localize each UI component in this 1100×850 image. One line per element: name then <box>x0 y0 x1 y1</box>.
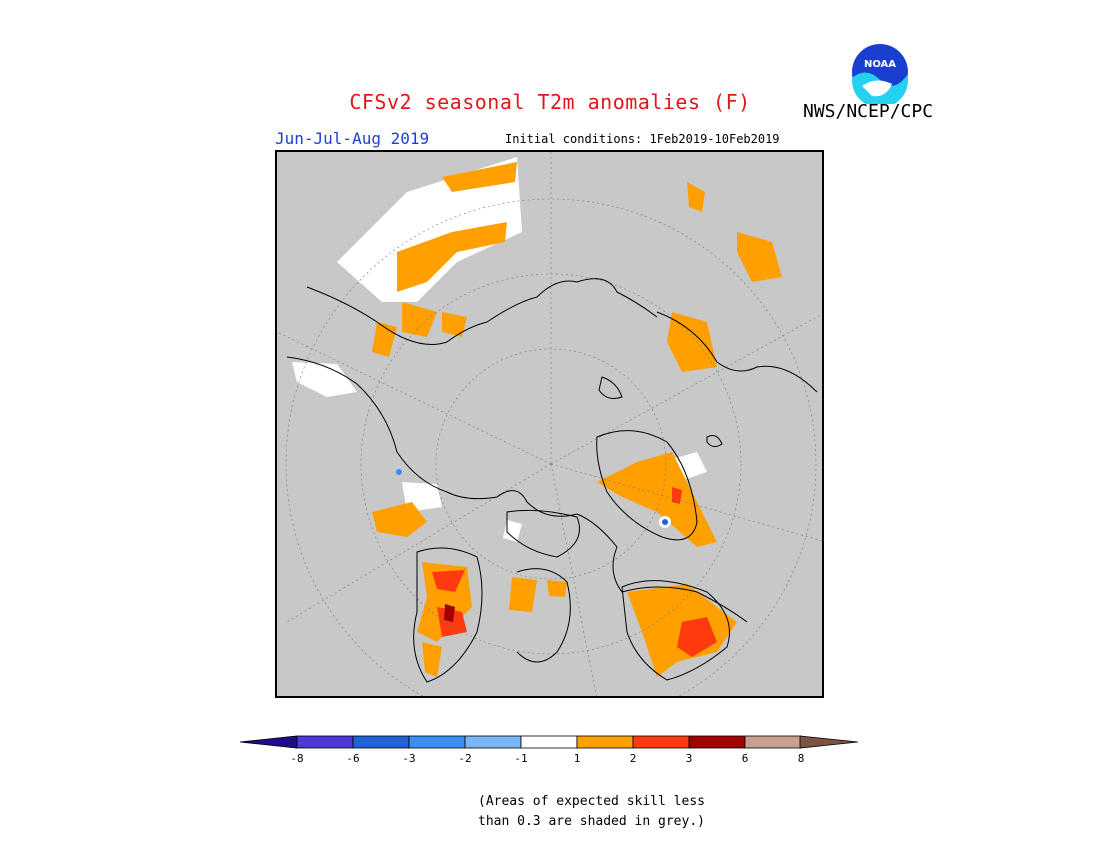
colorbar-cell <box>296 735 354 749</box>
map-canvas <box>277 152 822 696</box>
anomaly-blue-spot <box>396 469 402 475</box>
colorbar-cell <box>632 735 690 749</box>
season-label: Jun-Jul-Aug 2019 <box>275 129 430 148</box>
anomaly-red-region <box>677 617 717 657</box>
colorbar-labels: -8 -6 -3 -2 -1 1 2 3 6 8 <box>240 752 862 768</box>
coastline <box>516 568 571 663</box>
coastline <box>306 278 658 345</box>
colorbar-cell <box>576 735 634 749</box>
colorbar-label: -2 <box>458 752 472 765</box>
map-title: CFSv2 seasonal T2m anomalies (F) <box>349 90 751 114</box>
anomaly-red-region <box>432 570 465 592</box>
coastline <box>621 580 730 681</box>
colorbar-label: -8 <box>290 752 304 765</box>
colorbar-label: -6 <box>346 752 360 765</box>
anomaly-orange-region <box>422 642 442 677</box>
coastline <box>506 509 580 558</box>
colorbar-label: 8 <box>797 752 805 765</box>
polar-map <box>275 150 824 698</box>
anomaly-orange-region <box>547 580 567 597</box>
skill-note: (Areas of expected skill less than 0.3 a… <box>478 792 705 832</box>
anomaly-red-region <box>672 487 682 504</box>
coastline <box>706 435 723 448</box>
colorbar-label: 1 <box>573 752 581 765</box>
colorbar-label: -3 <box>402 752 416 765</box>
colorbar-label: -1 <box>514 752 528 765</box>
anomaly-orange-region <box>509 577 537 612</box>
anomaly-blue-spot <box>662 519 668 525</box>
colorbar-label: 2 <box>629 752 637 765</box>
anomaly-orange-region <box>402 302 437 337</box>
coastline <box>286 356 748 623</box>
anomaly-orange-region <box>667 312 717 372</box>
anomaly-orange-region <box>442 312 467 337</box>
colorbar-right-arrow <box>799 735 859 749</box>
colorbar-label: 3 <box>685 752 693 765</box>
skill-note-line: than 0.3 are shaded in grey.) <box>478 814 705 829</box>
colorbar-cell <box>744 735 802 749</box>
anomaly-white-region <box>503 520 522 542</box>
colorbar-cell <box>688 735 746 749</box>
anomaly-orange-region <box>372 502 427 537</box>
svg-text:NOAA: NOAA <box>864 59 896 70</box>
anomaly-white-region <box>337 157 522 302</box>
noaa-logo: NOAA <box>850 42 910 104</box>
organization-label: NWS/NCEP/CPC <box>803 101 934 122</box>
anomaly-darkred-spot <box>444 604 455 622</box>
anomaly-orange-region <box>597 452 717 547</box>
skill-note-line: (Areas of expected skill less <box>478 794 705 809</box>
anomaly-orange-region <box>397 222 507 292</box>
colorbar-cell <box>408 735 466 749</box>
colorbar-cell <box>352 735 410 749</box>
anomaly-orange-region <box>687 182 705 212</box>
color-bar <box>240 735 859 749</box>
anomaly-white-region <box>292 362 357 397</box>
colorbar-cell <box>520 735 578 749</box>
colorbar-label: 6 <box>741 752 749 765</box>
anomaly-orange-region <box>737 232 782 282</box>
coastline <box>598 376 623 399</box>
coastline <box>596 430 698 541</box>
coastline <box>656 311 818 393</box>
colorbar-left-arrow <box>240 735 298 749</box>
coastline <box>413 547 483 683</box>
colorbar-cell <box>464 735 522 749</box>
anomaly-orange-region <box>442 162 517 192</box>
initial-conditions-label: Initial conditions: 1Feb2019-10Feb2019 <box>505 132 780 146</box>
